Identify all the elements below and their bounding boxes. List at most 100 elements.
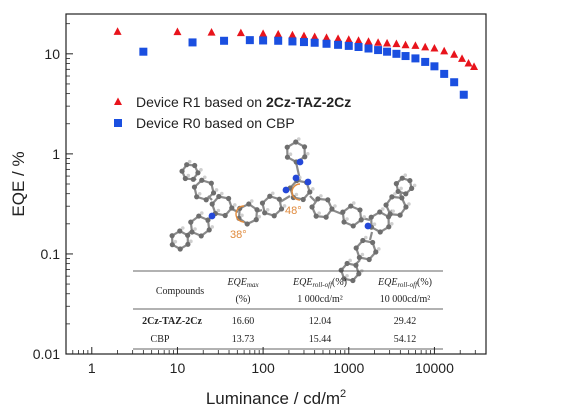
- molecule-carbon: [208, 180, 214, 186]
- angle-arc-48: [291, 183, 301, 201]
- molecule-carbon: [244, 221, 250, 227]
- molecule-carbon: [216, 193, 222, 200]
- molecule-hydrogen: [180, 226, 185, 230]
- series-1-point-7: [299, 38, 308, 47]
- molecule-hydrogen: [345, 273, 349, 278]
- molecule-hydrogen: [257, 214, 262, 219]
- molecule-hydrogen: [305, 151, 310, 156]
- molecule-hydrogen: [216, 208, 221, 213]
- molecule-carbon: [399, 195, 405, 201]
- series-0-point-15: [383, 38, 392, 47]
- table-cell-row1-eqe-max: 16.60: [232, 316, 255, 327]
- series-1-point-2: [220, 36, 229, 45]
- molecule-carbon: [350, 277, 356, 284]
- molecule-carbon: [348, 203, 354, 209]
- molecule-hydrogen: [393, 192, 397, 196]
- series-0-point-19: [421, 42, 430, 51]
- table-cell-row2-rolloff-10000: 54.12: [394, 334, 417, 345]
- molecule-carbon: [389, 194, 395, 200]
- x-axis-title: Luminance / cd/m2: [206, 388, 346, 408]
- angle-arc-38: [235, 205, 245, 223]
- molecule-nitrogen: [208, 212, 216, 220]
- molecule-carbon: [209, 201, 215, 207]
- molecule-carbon: [358, 217, 364, 223]
- molecule-nitrogen: [364, 222, 372, 230]
- series-1-point-16: [392, 49, 401, 58]
- series-1-point-9: [322, 39, 331, 48]
- molecule-carbon: [262, 210, 268, 216]
- x-tick-label-1: 10: [170, 360, 186, 376]
- x-tick-label-3: 1000: [333, 360, 364, 376]
- series-1-point-21: [440, 69, 449, 78]
- molecule-hydrogen: [317, 211, 321, 215]
- molecule-carbon: [370, 239, 376, 246]
- molecule-carbon: [315, 196, 321, 202]
- series-1-point-19: [421, 57, 430, 66]
- molecule-carbon: [323, 214, 329, 220]
- molecule-hydrogen: [214, 188, 219, 192]
- table-header-compounds: Compounds: [156, 286, 204, 297]
- table-cell-row2-compound: CBP: [151, 334, 170, 345]
- molecule-carbon: [206, 227, 212, 233]
- molecule-carbon: [229, 205, 235, 211]
- molecule-hydrogen: [220, 191, 224, 196]
- table-cell-row1-rolloff-10000: 29.42: [394, 316, 417, 327]
- molecule-carbon: [190, 176, 196, 182]
- x-tick-label-2: 100: [251, 360, 275, 376]
- molecule-hydrogen: [173, 239, 178, 244]
- series-1-point-18: [411, 54, 420, 63]
- series-0-point-12: [354, 36, 363, 44]
- molecule-carbon: [177, 246, 183, 252]
- molecule-carbon: [195, 170, 201, 176]
- table-header-eqe-max: EQEmax: [226, 277, 259, 289]
- molecule-carbon: [177, 228, 183, 234]
- series-1-point-1: [188, 38, 197, 47]
- series-1-point-5: [274, 36, 283, 45]
- molecule-hydrogen: [360, 252, 365, 257]
- molecule-carbon: [203, 197, 209, 203]
- molecule-carbon: [199, 177, 205, 183]
- molecule-carbon: [179, 168, 185, 174]
- molecule-hydrogen: [407, 202, 411, 206]
- molecule-carbon: [344, 260, 350, 267]
- molecule-structure-illustration: [169, 137, 417, 284]
- molecule-hydrogen: [296, 137, 301, 141]
- molecule-bond: [368, 231, 374, 241]
- molecule-carbon: [403, 191, 409, 197]
- molecule-carbon: [387, 211, 393, 217]
- molecule-carbon: [302, 154, 308, 160]
- molecule-bond: [207, 195, 213, 201]
- molecule-carbon: [393, 181, 399, 187]
- series-1-point-13: [364, 44, 373, 53]
- series-0-point-23: [458, 54, 467, 62]
- molecule-hydrogen: [380, 207, 385, 211]
- molecule-carbon: [377, 209, 383, 215]
- molecule-carbon: [192, 162, 198, 169]
- y-tick-label-0: 0.01: [33, 346, 60, 362]
- table-cell-row2-rolloff-1000: 15.44: [309, 334, 332, 345]
- molecule-carbon: [403, 204, 409, 210]
- molecule-carbon: [185, 241, 191, 247]
- molecule-carbon: [353, 262, 359, 268]
- series-1-point-12: [354, 42, 363, 51]
- molecule-carbon: [366, 256, 372, 263]
- molecule-carbon: [395, 188, 401, 195]
- molecule-carbon: [383, 202, 389, 208]
- molecule-hydrogen: [377, 247, 381, 251]
- molecule-carbon: [341, 219, 347, 225]
- y-tick-label-1: 0.1: [41, 246, 61, 262]
- molecule-nitrogen: [304, 178, 312, 186]
- series-0-point-0: [113, 27, 122, 35]
- series-0-point-9: [322, 33, 331, 42]
- x-tick-label-4: 10000: [415, 360, 454, 376]
- legend-marker-1: [114, 119, 122, 127]
- table-header-eqe-rolloff-10000: EQEroll-off(%): [377, 277, 432, 289]
- molecule-hydrogen: [189, 239, 193, 244]
- molecule-hydrogen: [202, 175, 207, 180]
- molecule-carbon: [169, 233, 175, 239]
- molecule-carbon: [309, 204, 315, 210]
- series-1-point-8: [310, 38, 319, 47]
- table-header-eqe-rolloff-10000-unit: 10 000cd/m²: [380, 294, 431, 305]
- molecule-bond: [309, 195, 317, 203]
- molecule-hydrogen: [319, 194, 323, 198]
